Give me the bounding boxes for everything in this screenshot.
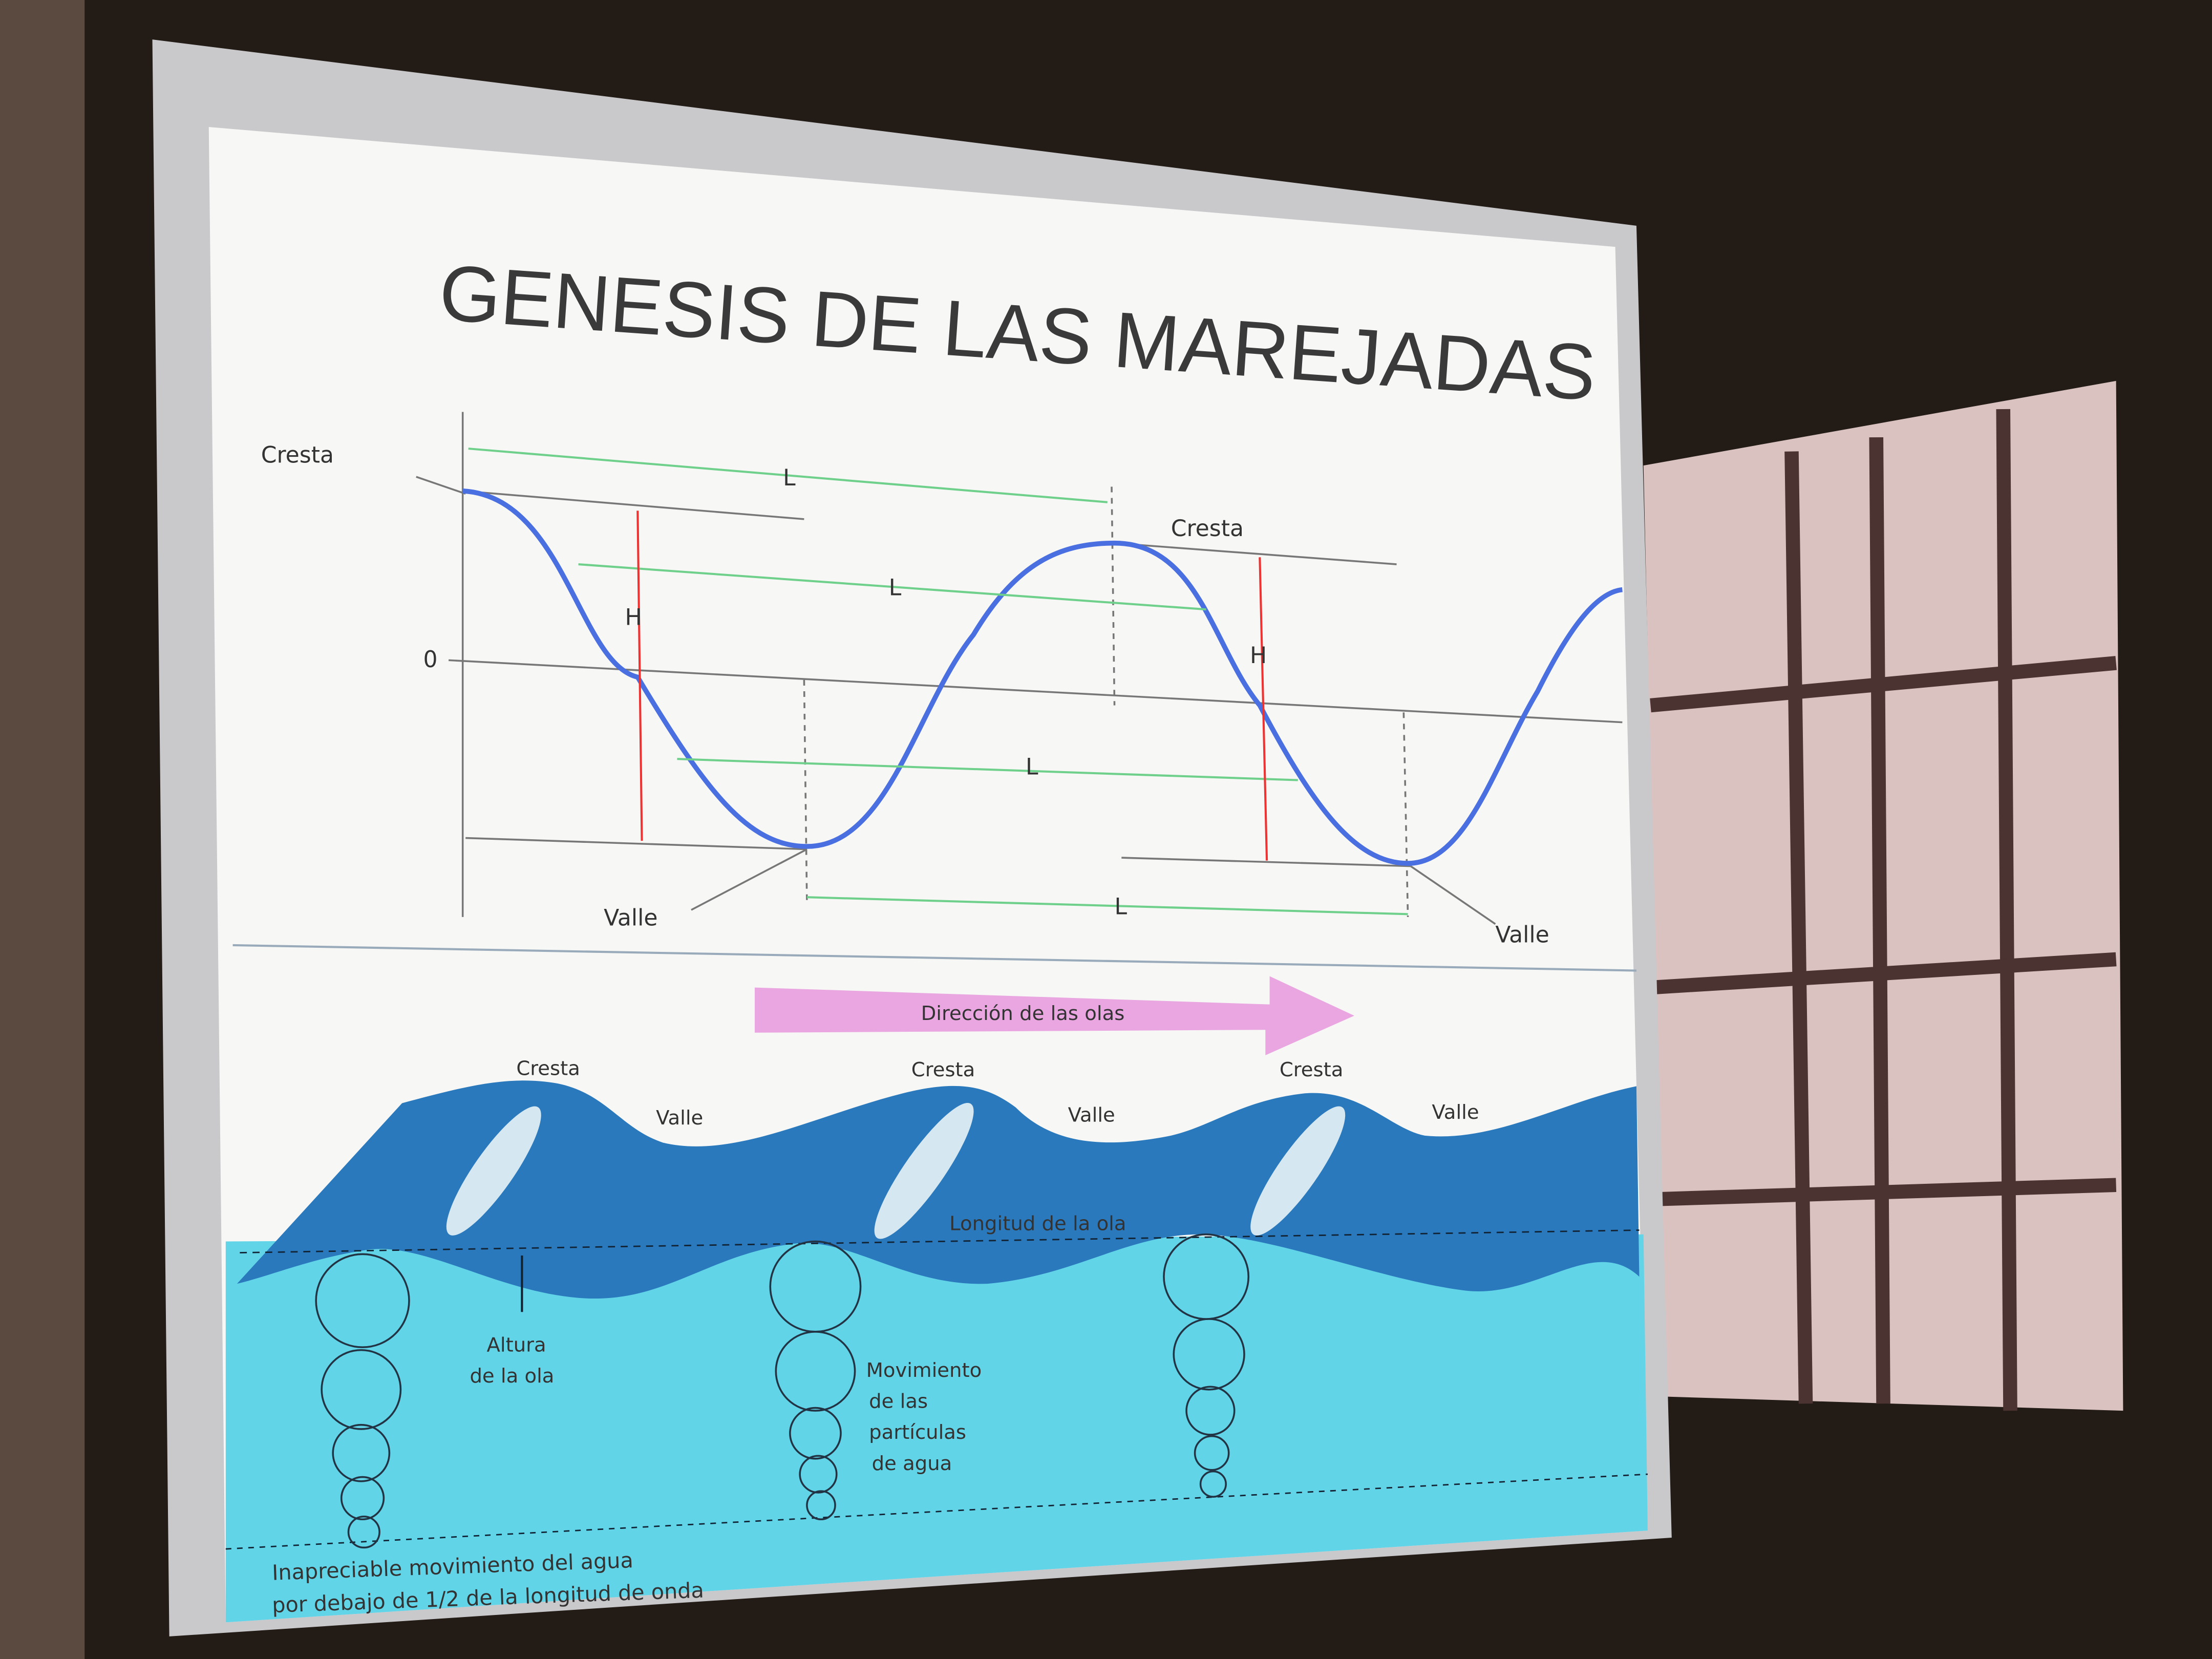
length-label: L xyxy=(889,575,902,601)
trough-label: Valle xyxy=(1495,922,1549,948)
trough-label: Valle xyxy=(1432,1101,1479,1124)
length-label: L xyxy=(1115,894,1128,920)
particles-label: partículas xyxy=(869,1421,966,1444)
particles-label: de agua xyxy=(872,1452,952,1475)
particles-label: de las xyxy=(869,1390,928,1413)
crest-label: Cresta xyxy=(261,442,334,469)
length-label: Longitud de la ola xyxy=(949,1212,1126,1235)
water xyxy=(225,1234,1648,1623)
crest-label: Cresta xyxy=(1171,516,1244,542)
length-label: L xyxy=(783,465,796,491)
trough-label: Valle xyxy=(656,1107,703,1130)
height-label: H xyxy=(1250,643,1267,669)
height-label: de la ola xyxy=(470,1365,554,1388)
particles-label: Movimiento xyxy=(866,1359,982,1382)
trough-label: Valle xyxy=(604,905,657,931)
wave-profile xyxy=(416,412,1623,925)
crest-label: Cresta xyxy=(911,1058,975,1081)
length-label: L xyxy=(1026,754,1038,780)
height-label: H xyxy=(625,605,642,631)
crest-label: Cresta xyxy=(1280,1058,1344,1081)
orbits xyxy=(315,1233,1250,1549)
separator xyxy=(232,944,1636,972)
length-line xyxy=(240,1229,1640,1253)
crest-label: Cresta xyxy=(516,1057,580,1080)
depth-line xyxy=(225,1473,1648,1550)
wave-body xyxy=(237,1080,1640,1299)
window xyxy=(1643,380,2123,1411)
trough-label: Valle xyxy=(1068,1103,1115,1126)
direction-arrow xyxy=(754,976,1354,1055)
height-label: Altura xyxy=(487,1333,546,1356)
zero-label: 0 xyxy=(423,647,438,673)
wall xyxy=(0,0,85,1659)
foam xyxy=(446,1102,1346,1239)
direction-label: Dirección de las olas xyxy=(921,1002,1125,1025)
